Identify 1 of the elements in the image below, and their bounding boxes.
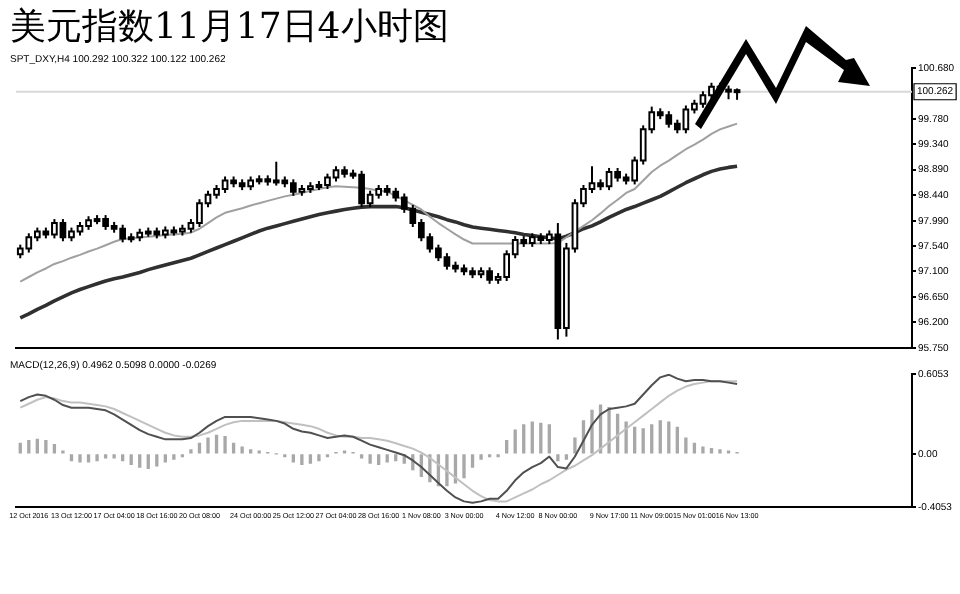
chart-title: 美元指数11月17日4小时图 xyxy=(10,6,449,50)
